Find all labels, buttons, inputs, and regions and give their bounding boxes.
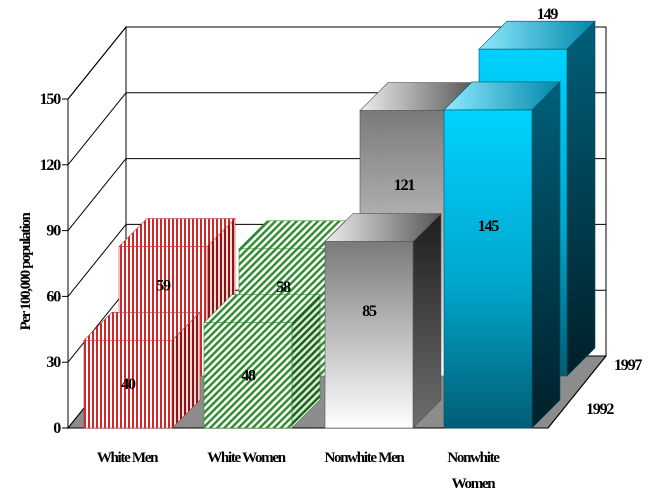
data-label-white-men-1997: 59	[156, 277, 171, 294]
y-axis-label: Per 100,000 population	[18, 212, 34, 331]
bar-white-men-1992	[83, 311, 201, 429]
series-label-1997: 1997	[614, 357, 642, 374]
gridline-side-60	[67, 224, 127, 297]
category-label-nonwhite-men: Nonwhite Men	[325, 450, 406, 466]
bar-side-nonwhite-men-1992	[412, 212, 442, 429]
data-label-nonwhite-men-1997: 121	[394, 177, 416, 194]
bar-nonwhite-women-1992	[443, 81, 561, 429]
y-tick-label-150: 150	[40, 91, 62, 108]
bar-front-white-women-1992	[203, 322, 293, 429]
bar-side-nonwhite-women-1997	[566, 20, 596, 377]
series-label-1992: 1992	[586, 401, 614, 418]
data-label-white-women-1997: 58	[276, 279, 291, 296]
data-label-nonwhite-men-1992: 85	[362, 303, 377, 320]
data-label-white-men-1992: 40	[121, 376, 136, 393]
bar-front-white-men-1992	[83, 339, 173, 429]
category-label-white-women: White Women	[207, 450, 286, 466]
bar-nonwhite-men-1992	[324, 212, 442, 429]
gridline-side-120	[67, 92, 127, 166]
bar-side-nonwhite-women-1992	[531, 81, 561, 429]
y-tick-label-60: 60	[46, 288, 61, 305]
data-label-white-women-1992: 48	[241, 367, 256, 384]
y-tick-label-0: 0	[53, 420, 61, 437]
gridline-side-30	[67, 289, 127, 363]
y-tick-label-90: 90	[46, 223, 61, 240]
bar-front-nonwhite-women-1992	[443, 109, 533, 429]
y-tick-label-120: 120	[40, 157, 62, 174]
depth-axis-line	[547, 355, 607, 429]
bar-white-women-1992	[203, 293, 321, 429]
category-label-nonwhite-women: Nonwhite Women	[447, 450, 500, 492]
plot-area: 0 30 60 90 120 150 59 58 121 149 40 48 85 145 1992 1997	[40, 6, 644, 437]
gridline-side-150	[67, 26, 127, 100]
data-label-nonwhite-women-1992: 145	[478, 218, 500, 235]
y-tick-label-30: 30	[46, 354, 61, 371]
data-label-nonwhite-women-1997: 149	[537, 6, 559, 23]
category-label-white-men: White Men	[97, 450, 159, 466]
bar-front-nonwhite-men-1992	[324, 241, 414, 429]
gridline-side-90	[67, 158, 127, 231]
